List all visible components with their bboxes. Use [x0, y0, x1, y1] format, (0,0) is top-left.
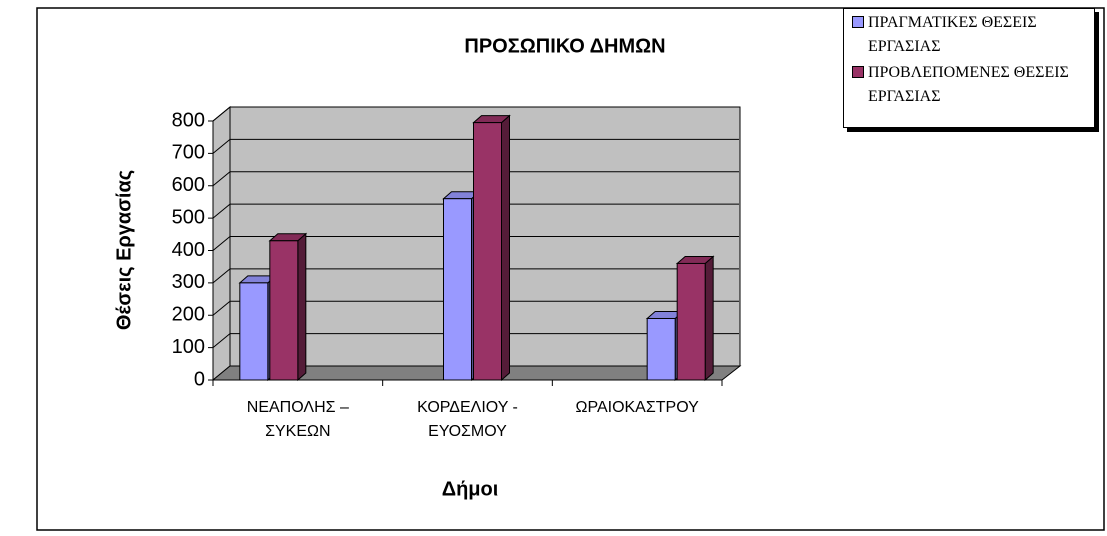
legend-item: ΠΡΑΓΜΑΤΙΚΕΣ ΘΕΣΕΙΣ ΕΡΓΑΣΙΑΣ: [844, 9, 1094, 59]
bar-front: [239, 282, 269, 381]
bar: [268, 232, 308, 382]
bar-front: [473, 122, 502, 381]
bar-side: [297, 232, 307, 382]
y-tick-label: 800: [172, 109, 205, 131]
grid-line: [212, 203, 739, 219]
grid-line: [212, 268, 739, 284]
x-tick-label: ΚΟΡΔΕΛΙΟΥ - ΕΥΟΣΜΟΥ: [417, 399, 518, 440]
x-tick-label: ΩΡΑΙΟΚΑΣΤΡΟΥ: [575, 399, 699, 416]
bar-front: [646, 317, 676, 381]
y-tick-label: 400: [172, 239, 205, 261]
legend: ΠΡΑΓΜΑΤΙΚΕΣ ΘΕΣΕΙΣ ΕΡΓΑΣΙΑΣ ΠΡΟΒΛΕΠΟΜΕΝΕΣ…: [843, 8, 1095, 128]
legend-label: ΠΡΑΓΜΑΤΙΚΕΣ ΘΕΣΕΙΣ ΕΡΓΑΣΙΑΣ: [868, 14, 1037, 55]
grid-line: [212, 106, 739, 122]
bar-front: [676, 262, 706, 381]
grid-line: [212, 236, 739, 251]
bar: [442, 190, 481, 382]
chart-title: ΠΡΟΣΩΠΙΚΟ ΔΗΜΩΝ: [464, 35, 665, 57]
grid-line: [212, 171, 739, 187]
legend-label: ΠΡΟΒΛΕΠΟΜΕΝΕΣ ΘΕΣΕΙΣ ΕΡΓΑΣΙΑΣ: [868, 64, 1069, 105]
bar-front: [269, 240, 299, 381]
x-tick-label: ΝΕΑΠΟΛΗΣ – ΣΥΚΕΩΝ: [246, 399, 349, 440]
legend-item: ΠΡΟΒΛΕΠΟΜΕΝΕΣ ΘΕΣΕΙΣ ΕΡΓΑΣΙΑΣ: [844, 59, 1094, 109]
grid-line: [212, 333, 739, 349]
y-tick-label: 200: [172, 304, 205, 326]
bar: [675, 255, 715, 382]
y-tick-label: 700: [172, 142, 205, 164]
x-axis-title: Δήμοι: [442, 478, 499, 500]
grid-line: [212, 300, 739, 316]
bar-front: [443, 198, 472, 381]
y-tick-label: 500: [172, 206, 205, 228]
legend-swatch: [852, 16, 864, 28]
bar-side: [704, 255, 714, 382]
y-tick-label: 100: [172, 336, 205, 358]
legend-swatch: [852, 66, 864, 78]
y-tick-label: 300: [172, 271, 205, 293]
y-tick-label: 600: [172, 174, 205, 196]
bar: [472, 114, 511, 382]
bar-side: [501, 114, 510, 382]
y-axis-title: Θέσεις Εργασίας: [113, 170, 135, 330]
y-tick-label: 0: [194, 368, 205, 390]
grid-line: [212, 138, 739, 154]
